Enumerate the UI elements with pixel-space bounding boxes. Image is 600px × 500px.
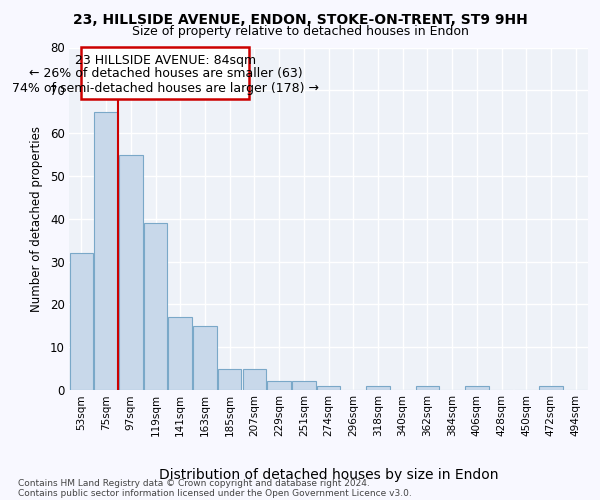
Bar [268, 382, 291, 390]
Text: 74% of semi-detached houses are larger (178) →: 74% of semi-detached houses are larger (… [12, 82, 319, 95]
Bar [292, 382, 316, 390]
Bar [70, 253, 93, 390]
Bar [416, 386, 439, 390]
Bar [169, 317, 192, 390]
Text: 23 HILLSIDE AVENUE: 84sqm: 23 HILLSIDE AVENUE: 84sqm [75, 54, 256, 67]
Text: Contains public sector information licensed under the Open Government Licence v3: Contains public sector information licen… [18, 489, 412, 498]
Text: ← 26% of detached houses are smaller (63): ← 26% of detached houses are smaller (63… [29, 67, 302, 80]
Bar [193, 326, 217, 390]
Bar [317, 386, 340, 390]
Bar [218, 368, 241, 390]
Bar [539, 386, 563, 390]
Bar [366, 386, 389, 390]
Bar [82, 48, 250, 99]
Bar [465, 386, 488, 390]
Text: Distribution of detached houses by size in Endon: Distribution of detached houses by size … [159, 468, 499, 481]
Y-axis label: Number of detached properties: Number of detached properties [30, 126, 43, 312]
Bar [119, 154, 143, 390]
Text: 23, HILLSIDE AVENUE, ENDON, STOKE-ON-TRENT, ST9 9HH: 23, HILLSIDE AVENUE, ENDON, STOKE-ON-TRE… [73, 12, 527, 26]
Text: Contains HM Land Registry data © Crown copyright and database right 2024.: Contains HM Land Registry data © Crown c… [18, 479, 370, 488]
Bar [94, 112, 118, 390]
Text: Size of property relative to detached houses in Endon: Size of property relative to detached ho… [131, 25, 469, 38]
Bar [242, 368, 266, 390]
Bar [144, 223, 167, 390]
